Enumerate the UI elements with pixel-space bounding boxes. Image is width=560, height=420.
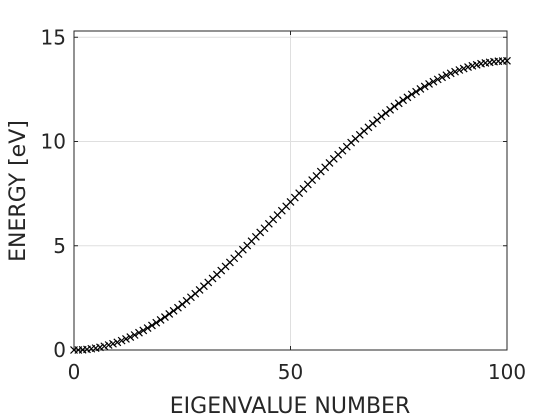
- data-point: [143, 324, 152, 333]
- marker-stroke: [143, 324, 152, 333]
- data-point: [122, 335, 130, 343]
- data-point: [165, 310, 174, 318]
- marker-stroke: [390, 102, 399, 111]
- marker-stroke: [377, 112, 386, 121]
- marker-stroke: [459, 64, 468, 73]
- marker-stroke: [173, 303, 182, 312]
- marker-stroke: [446, 69, 455, 78]
- data-point: [412, 87, 420, 96]
- marker-stroke: [442, 71, 451, 80]
- data-point: [152, 318, 161, 327]
- data-point: [429, 77, 438, 86]
- data-point: [381, 109, 390, 118]
- marker-stroke: [464, 63, 472, 71]
- y-tick-label: 15: [41, 25, 66, 49]
- data-point: [425, 80, 433, 88]
- data-point: [459, 64, 468, 73]
- marker-stroke: [135, 328, 143, 337]
- marker-stroke: [148, 321, 156, 330]
- y-tick-label: 10: [41, 130, 66, 154]
- data-point: [416, 85, 425, 93]
- marker-stroke: [425, 80, 433, 88]
- marker-stroke: [113, 338, 122, 347]
- data-point: [161, 313, 169, 321]
- data-point: [394, 99, 403, 108]
- data-point: [438, 73, 446, 82]
- marker-stroke: [117, 336, 126, 345]
- marker-stroke: [165, 310, 174, 318]
- marker-stroke: [455, 66, 464, 74]
- marker-stroke: [433, 75, 442, 84]
- grid-lines: [73, 31, 508, 351]
- data-point: [156, 316, 165, 324]
- marker-stroke: [122, 335, 130, 343]
- marker-stroke: [399, 96, 408, 105]
- data-point: [117, 336, 126, 345]
- data-point: [100, 342, 109, 351]
- marker-stroke: [451, 67, 459, 76]
- x-axis-label: EIGENVALUE NUMBER: [170, 394, 410, 419]
- data-point: [407, 90, 416, 99]
- data-point: [126, 333, 135, 341]
- data-point: [451, 67, 459, 76]
- marker-stroke: [169, 306, 178, 315]
- data-markers: [70, 56, 511, 354]
- data-point: [464, 63, 472, 71]
- y-tick-label: 5: [53, 234, 66, 258]
- marker-stroke: [152, 318, 161, 327]
- data-point: [104, 341, 113, 349]
- x-tick-label: 0: [68, 360, 81, 384]
- marker-stroke: [130, 331, 139, 339]
- data-point: [113, 338, 122, 347]
- marker-stroke: [438, 73, 446, 82]
- x-tick-label: 100: [488, 360, 526, 384]
- marker-stroke: [503, 56, 511, 65]
- marker-stroke: [139, 326, 148, 335]
- data-point: [442, 71, 451, 80]
- data-point: [403, 93, 412, 102]
- marker-stroke: [156, 316, 165, 324]
- x-tick-label: 50: [278, 360, 303, 384]
- marker-stroke: [381, 109, 390, 118]
- data-point: [377, 112, 386, 121]
- marker-stroke: [412, 87, 420, 96]
- marker-stroke: [394, 99, 403, 108]
- marker-stroke: [403, 93, 412, 102]
- data-point: [433, 75, 442, 84]
- data-point: [446, 69, 455, 78]
- data-point: [455, 66, 464, 74]
- axes: [73, 30, 508, 351]
- y-axis-label: ENERGY [eV]: [6, 120, 31, 262]
- data-point: [390, 102, 399, 111]
- marker-stroke: [429, 77, 438, 86]
- data-point: [399, 96, 408, 105]
- data-point: [109, 339, 117, 348]
- data-point: [148, 321, 156, 330]
- marker-stroke: [386, 105, 395, 114]
- data-point: [169, 306, 178, 315]
- y-tick-label: 0: [53, 338, 66, 362]
- tick-labels: 0 50 100 0 5 10 15: [41, 25, 527, 384]
- marker-stroke: [104, 341, 113, 349]
- marker-stroke: [420, 82, 429, 91]
- data-point: [420, 82, 429, 91]
- data-point: [503, 56, 511, 65]
- data-point: [135, 328, 143, 337]
- data-point: [139, 326, 148, 335]
- marker-stroke: [109, 339, 117, 348]
- marker-stroke: [416, 85, 425, 93]
- marker-stroke: [126, 333, 135, 341]
- data-point: [386, 105, 395, 114]
- data-point: [173, 303, 182, 312]
- marker-stroke: [407, 90, 416, 99]
- marker-stroke: [161, 313, 169, 321]
- marker-stroke: [100, 342, 109, 351]
- data-point: [130, 331, 139, 339]
